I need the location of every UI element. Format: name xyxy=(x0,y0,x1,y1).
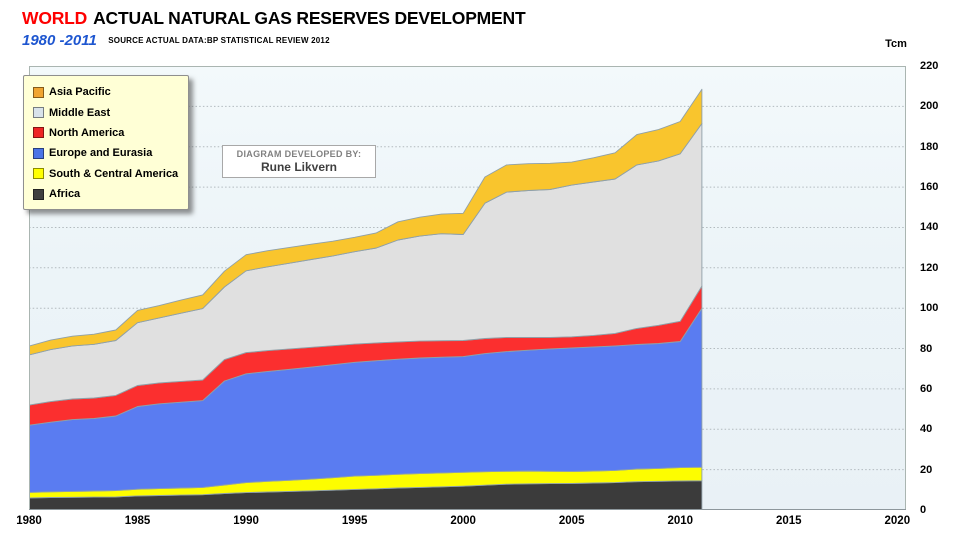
legend-swatch xyxy=(33,147,44,159)
y-tick-label: 140 xyxy=(920,221,939,234)
legend-swatch xyxy=(33,107,44,119)
y-tick-label: 220 xyxy=(920,60,939,72)
y-tick-label: 0 xyxy=(920,504,927,516)
stacked-area-chart xyxy=(29,66,906,510)
credit-line1: DIAGRAM DEVELOPED BY: xyxy=(236,149,362,159)
y-tick-label: 160 xyxy=(920,181,939,194)
legend-item: Europe and Eurasia xyxy=(33,143,188,163)
x-tick-label: 1985 xyxy=(124,515,151,527)
legend-item-label: Africa xyxy=(49,188,81,201)
legend-item-label: Asia Pacific xyxy=(49,86,111,99)
y-tick-label: 200 xyxy=(920,100,939,113)
y-tick-label: 120 xyxy=(920,261,939,274)
plot-area xyxy=(29,66,906,510)
x-tick-label: 1995 xyxy=(341,515,368,527)
credit-line2: Rune Likvern xyxy=(260,160,338,174)
y-tick-label: 20 xyxy=(920,463,933,476)
y-tick-label: 60 xyxy=(920,382,933,395)
title-rest: ACTUAL NATURAL GAS RESERVES DEVELOPMENT xyxy=(93,8,526,28)
y-tick-label: 40 xyxy=(920,423,933,436)
y-tick-label: 100 xyxy=(920,302,939,315)
legend-item: Africa xyxy=(33,184,188,204)
y-tick-label: 80 xyxy=(920,342,933,355)
subtitle-range: 1980 -2011 xyxy=(22,32,97,49)
page-title: WORLD ACTUAL NATURAL GAS RESERVES DEVELOP… xyxy=(22,8,526,29)
legend: Asia Pacific Middle East North America Euro… xyxy=(23,75,189,211)
legend-item-label: South & Central America xyxy=(49,167,179,180)
legend-item-label: North America xyxy=(49,126,125,139)
legend-item: North America xyxy=(33,123,188,143)
y-axis-unit-label: Tcm xyxy=(885,38,907,50)
x-tick-label: 2000 xyxy=(450,515,476,527)
legend-swatch xyxy=(33,168,44,180)
x-tick-label: 2020 xyxy=(884,515,911,527)
legend-item-label: Middle East xyxy=(49,106,111,119)
x-tick-label: 1980 xyxy=(16,515,42,527)
title-highlight: WORLD xyxy=(22,8,88,28)
legend-item: Asia Pacific xyxy=(33,82,188,102)
credit-box: DIAGRAM DEVELOPED BY: Rune Likvern xyxy=(222,145,376,178)
legend-swatch xyxy=(33,127,44,139)
x-tick-label: 1990 xyxy=(233,515,259,527)
x-tick-label: 2015 xyxy=(775,515,802,527)
subtitle: 1980 -2011 SOURCE ACTUAL DATA:BP STATIST… xyxy=(22,32,330,50)
legend-item: Middle East xyxy=(33,102,188,122)
x-tick-label: 2010 xyxy=(667,515,694,527)
x-tick-label: 2005 xyxy=(558,515,585,527)
legend-swatch xyxy=(33,86,44,98)
area-band-asia-pacific xyxy=(29,88,703,356)
legend-swatch xyxy=(33,188,44,200)
source-note: SOURCE ACTUAL DATA:BP STATISTICAL REVIEW… xyxy=(108,36,330,45)
legend-item: South & Central America xyxy=(33,164,188,184)
legend-item-label: Europe and Eurasia xyxy=(49,147,153,160)
y-tick-label: 180 xyxy=(920,140,939,153)
